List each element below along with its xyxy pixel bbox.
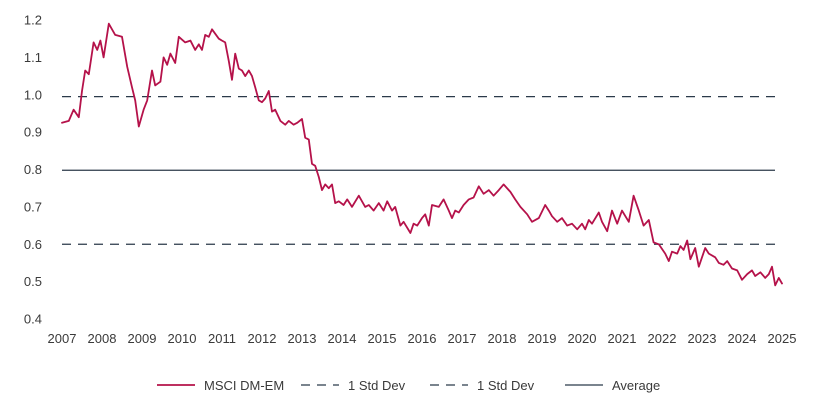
y-tick-label: 0.4 xyxy=(24,312,42,327)
x-axis: 2007 2008 2009 2010 2011 2012 2013 2014 2015 2016… xyxy=(48,331,797,346)
legend-label: 1 Std Dev xyxy=(348,378,406,393)
x-tick-label: 2015 xyxy=(368,331,397,346)
x-tick-label: 2008 xyxy=(88,331,117,346)
legend-label: MSCI DM-EM xyxy=(204,378,284,393)
y-tick-label: 0.8 xyxy=(24,162,42,177)
x-tick-label: 2014 xyxy=(328,331,357,346)
y-axis: 0.4 0.5 0.6 0.7 0.8 0.9 1.0 1.1 1.2 xyxy=(24,13,42,327)
legend-label: Average xyxy=(612,378,660,393)
x-tick-label: 2018 xyxy=(488,331,517,346)
x-tick-label: 2022 xyxy=(648,331,677,346)
x-tick-label: 2025 xyxy=(768,331,797,346)
x-tick-label: 2011 xyxy=(208,331,236,346)
x-tick-label: 2007 xyxy=(48,331,77,346)
y-tick-label: 0.6 xyxy=(24,237,42,252)
x-tick-label: 2012 xyxy=(248,331,277,346)
x-tick-label: 2009 xyxy=(128,331,157,346)
y-tick-label: 1.0 xyxy=(24,87,42,102)
x-tick-label: 2013 xyxy=(288,331,317,346)
x-tick-label: 2021 xyxy=(608,331,637,346)
y-tick-label: 0.5 xyxy=(24,274,42,289)
legend-label: 1 Std Dev xyxy=(477,378,535,393)
x-tick-label: 2019 xyxy=(528,331,557,346)
x-tick-label: 2016 xyxy=(408,331,437,346)
y-tick-label: 1.2 xyxy=(24,13,42,28)
y-tick-label: 0.9 xyxy=(24,125,42,140)
series-line-msci-dm-em xyxy=(61,22,783,287)
x-tick-label: 2017 xyxy=(448,331,477,346)
series-lines xyxy=(61,22,783,287)
y-tick-label: 0.7 xyxy=(24,199,42,214)
x-tick-label: 2023 xyxy=(688,331,717,346)
legend: MSCI DM-EM 1 Std Dev 1 Std Dev Average xyxy=(157,378,660,393)
x-tick-label: 2020 xyxy=(568,331,597,346)
x-tick-label: 2024 xyxy=(728,331,757,346)
x-tick-label: 2010 xyxy=(168,331,197,346)
y-tick-label: 1.1 xyxy=(24,50,42,65)
